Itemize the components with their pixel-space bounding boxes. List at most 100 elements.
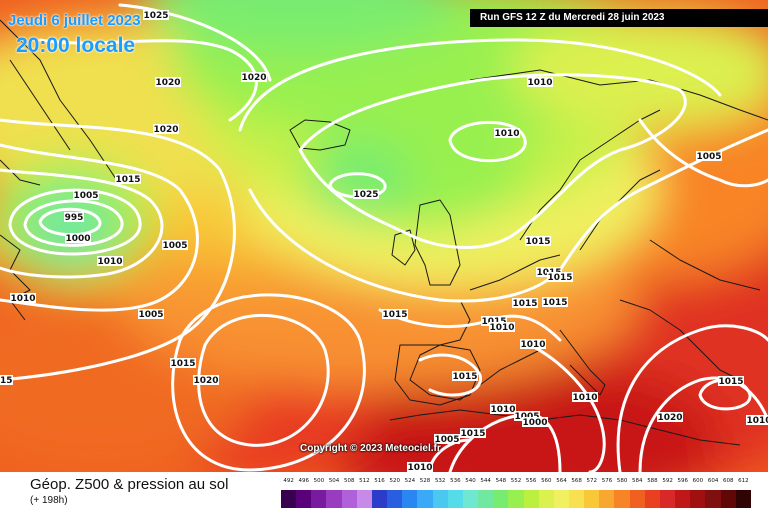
isobar-label-bg [155, 77, 181, 87]
map-footer: Géop. Z500 & pression au sol (+ 198h) 49… [0, 472, 768, 512]
color-scale-label: 596 [677, 478, 689, 484]
isobar-label-bg [97, 256, 123, 266]
isobar-label-bg [452, 371, 478, 381]
isobar-label: 1020 [193, 376, 218, 386]
color-scale-swatch [326, 490, 342, 508]
color-scale-label: 516 [374, 478, 385, 484]
isobar-label: 1015 [460, 429, 485, 439]
isobar-label-bg [193, 375, 219, 385]
isobar-label: 1010 [490, 405, 515, 415]
color-scale-swatch [493, 490, 509, 508]
color-scale-swatch [553, 490, 569, 508]
isobar-1020-north [38, 38, 258, 122]
color-scale-swatch [417, 490, 433, 508]
isobar-label-bg [10, 293, 36, 303]
isobar-1025-azores [197, 313, 330, 447]
color-scale-label: 564 [556, 478, 567, 484]
color-scale-label: 560 [541, 478, 552, 484]
isobar-label: 1015 [452, 372, 477, 382]
isobar-1020-west [0, 118, 236, 382]
isobar-label-bg [162, 240, 188, 250]
coastlines [0, 19, 768, 446]
isobar-label: 1000 [65, 234, 90, 244]
color-scale-label: 604 [707, 478, 719, 484]
color-scale-swatch [402, 490, 418, 508]
color-scale-label: 548 [495, 478, 507, 484]
isobar-label-bg [657, 412, 683, 422]
isobar-label: 1020 [657, 413, 682, 423]
isobar-label: 1015 [512, 299, 537, 309]
isobar-1005-east-ring [698, 378, 752, 411]
color-scale-swatch [447, 490, 463, 508]
isobar-label-bg [73, 190, 99, 200]
isobar-label-bg [0, 375, 13, 385]
color-scale-swatch [462, 490, 479, 508]
color-scale-swatch [629, 490, 645, 508]
isobar-label-bg [520, 339, 546, 349]
color-scale-label: 528 [419, 478, 431, 484]
color-scale-swatch [705, 490, 721, 508]
isobar-label: 1020 [155, 78, 180, 88]
isobar-label: 1015 [525, 237, 550, 247]
isobar-label-bg [138, 309, 164, 319]
color-scale-label: 592 [662, 478, 673, 484]
color-scale-labels: 492 496 500 504 508 512 516 520 524 528 532 536 540 5… [281, 478, 751, 490]
color-scale-swatch [690, 490, 706, 508]
color-scale-label: 568 [571, 478, 582, 484]
color-scale-swatch [644, 490, 660, 508]
isobar-label-bg [241, 72, 267, 82]
isobar-label: 1010 [10, 294, 35, 304]
isobar-label-bg [481, 316, 507, 326]
color-scale-bar [281, 490, 751, 508]
color-scale-swatch [508, 490, 524, 508]
east-europe-coast [619, 239, 761, 381]
isobar-label: 1005 [73, 191, 98, 201]
isobar-label: 1010 [97, 257, 122, 267]
isobar-1005-ring [8, 188, 142, 256]
isobar-label-bg [527, 77, 553, 87]
isobar-label: 1005 [138, 310, 163, 320]
isobar-label: 1010 [520, 340, 545, 350]
isobar-label-bg [522, 417, 548, 427]
color-scale-swatch [281, 490, 297, 508]
british-isles-coast [391, 199, 461, 286]
color-scale-swatch [478, 490, 494, 508]
isobar-1015-east [616, 324, 768, 472]
forecast-lead-time: (+ 198h) [30, 495, 68, 506]
isobars [0, 3, 768, 472]
italy-coast [559, 329, 606, 396]
isobar-label: 1010 [746, 416, 768, 426]
isobar-label: 1005 [434, 435, 459, 445]
map-product-title: Géop. Z500 & pression au sol [30, 476, 229, 493]
isobar-label: 1015 [115, 175, 140, 185]
isobar-label-bg [490, 404, 516, 414]
isobar-label-bg [512, 298, 538, 308]
north-africa-coast [389, 409, 741, 446]
color-scale-swatch [523, 490, 539, 508]
color-scale-swatch [599, 490, 615, 508]
color-scale-label: 512 [359, 478, 370, 484]
isobar-label-bg [525, 236, 551, 246]
isobar-label-bg [718, 376, 744, 386]
isobar-label-bg [115, 174, 141, 184]
isobar-1015-west [0, 143, 199, 312]
color-scale-label: 536 [450, 478, 461, 484]
color-scale-label: 492 [283, 478, 294, 484]
isobar-label-bg [494, 128, 520, 138]
color-scale-swatch [568, 490, 585, 508]
color-scale-label: 524 [404, 478, 416, 484]
western-europe-coast [409, 254, 561, 401]
color-scale-swatch [614, 490, 630, 508]
color-scale-swatch [432, 490, 448, 508]
color-scale-swatch [311, 490, 327, 508]
isobar-1015-med [528, 343, 606, 472]
isobar-label-bg [407, 462, 433, 472]
color-scale-label: 520 [389, 478, 400, 484]
isobar-label: 1010 [494, 129, 519, 139]
isobar-1020-azores [171, 293, 366, 472]
isobar-label-bg [382, 309, 408, 319]
color-scale-swatch [735, 490, 751, 508]
